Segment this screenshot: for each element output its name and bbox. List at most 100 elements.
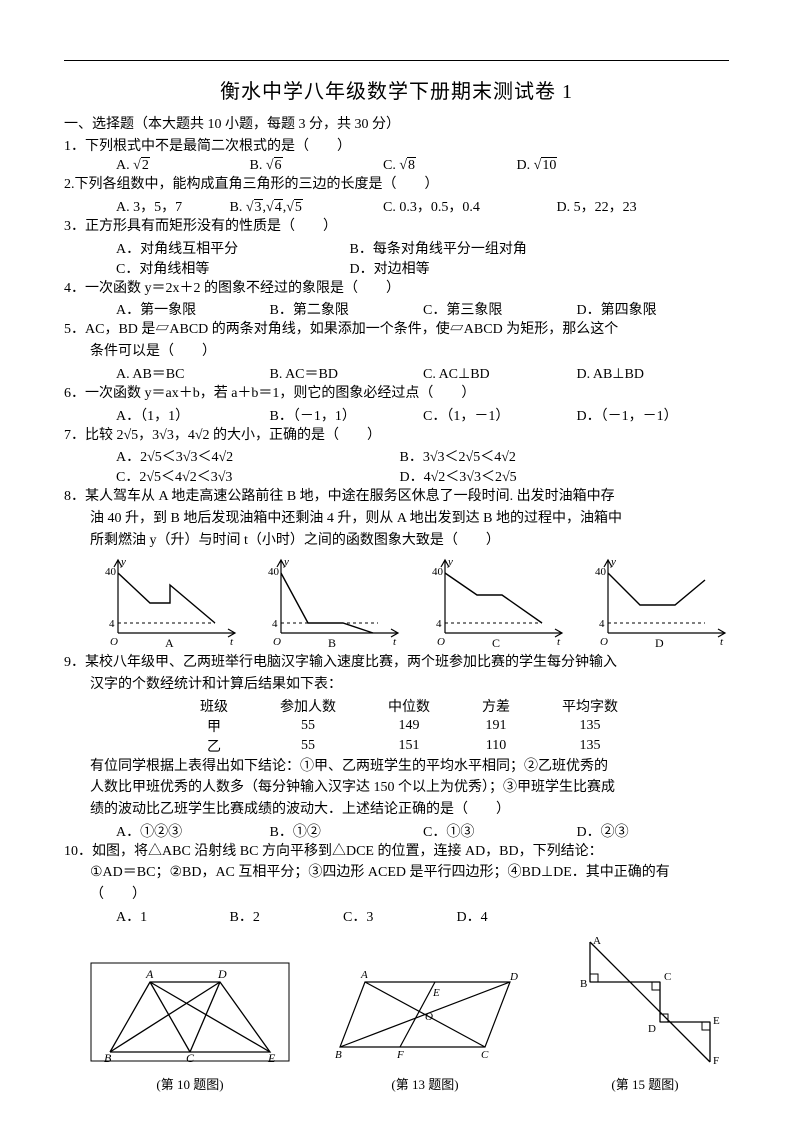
q1-d-label: D. <box>517 158 531 174</box>
q9-l3: 有位同学根据上表得出如下结论：①甲、乙两班学生的平均水平相同；②乙班优秀的 <box>64 756 729 778</box>
q2-d: D. 5，22，23 <box>557 196 637 216</box>
q3-d: D．对边相等 <box>350 258 430 278</box>
svg-text:O: O <box>600 636 608 648</box>
q2-stem: 2.下列各组数中，能构成直角三角形的三边的长度是（ ） <box>64 174 729 196</box>
svg-text:B: B <box>580 978 587 990</box>
q7-stem: 7．比较 2√5，3√3，4√2 的大小，正确的是（ ） <box>64 425 729 447</box>
section-header: 一、选择题（本大题共 10 小题，每题 3 分，共 30 分） <box>64 114 729 136</box>
chart-b-label: B <box>328 636 336 650</box>
chart-b: 40 4 y t O B <box>253 555 403 650</box>
q3-stem: 3．正方形具有而矩形没有的性质是（ ） <box>64 216 729 238</box>
q5-stem2: 条件可以是（ ） <box>64 341 729 363</box>
q1-a-label: A. <box>116 158 130 174</box>
q9-c: C．①③ <box>423 821 573 841</box>
q4-d: D．第四象限 <box>577 299 657 319</box>
q9-d: D．②③ <box>577 821 629 841</box>
svg-text:O: O <box>110 636 118 648</box>
q10-d: D．4 <box>457 906 488 926</box>
svg-text:40: 40 <box>105 566 117 578</box>
q8-charts: 40 4 y t O A 40 4 y t O B <box>90 555 730 650</box>
svg-text:A: A <box>360 969 368 981</box>
q5-options: A. AB＝BC B. AC＝BD C. AC⊥BD D. AB⊥BD <box>64 363 729 383</box>
figure-13: A D B C F E O (第 13 题图) <box>325 962 525 1093</box>
svg-text:O: O <box>425 1011 433 1023</box>
q7-d: D．4√2＜3√3＜2√5 <box>400 466 517 486</box>
q4-c: C．第三象限 <box>423 299 573 319</box>
chart-a: 40 4 y t O A <box>90 555 240 650</box>
q6-d: D．（－1，－1） <box>577 405 678 425</box>
q7-a: A．2√5＜3√3＜4√2 <box>116 446 396 466</box>
sqrt-icon: 5 <box>286 199 303 216</box>
q3-c: C．对角线相等 <box>116 258 346 278</box>
q10-c: C．3 <box>343 906 453 926</box>
chart-a-label: A <box>165 636 174 650</box>
q10-b: B．2 <box>230 906 340 926</box>
q2-c: C. 0.3，0.5，0.4 <box>383 196 553 216</box>
q4-a: A．第一象限 <box>116 299 266 319</box>
q9-b: B．①② <box>270 821 420 841</box>
svg-text:t: t <box>557 636 561 648</box>
svg-text:F: F <box>396 1049 404 1061</box>
q8-l1: 8．某人驾车从 A 地走高速公路前往 B 地，中途在服务区休息了一段时间. 出发… <box>64 486 729 508</box>
q5-b: B. AC＝BD <box>270 363 420 383</box>
figure-15: A B C D E F (第 15 题图) <box>560 932 730 1093</box>
q4-stem: 4．一次函数 y＝2x＋2 的图象不经过的象限是（ ） <box>64 278 729 300</box>
q10-a: A．1 <box>116 906 226 926</box>
q9-a: A．①②③ <box>116 821 266 841</box>
q10-l2: ①AD＝BC；②BD，AC 互相平分；③四边形 ACED 是平行四边形；④BD⊥… <box>64 862 729 884</box>
q5-a: A. AB＝BC <box>116 363 266 383</box>
svg-text:B: B <box>335 1049 342 1061</box>
svg-text:A: A <box>145 967 154 981</box>
q9-l2: 汉字的个数经统计和计算后结果如下表： <box>64 674 729 696</box>
svg-text:y: y <box>120 556 126 568</box>
svg-text:D: D <box>509 971 518 983</box>
q8-l3: 所剩燃油 y（升）与时间 t（小时）之间的函数图象大致是（ ） <box>64 530 729 552</box>
svg-text:y: y <box>447 556 453 568</box>
top-rule <box>64 60 729 61</box>
svg-text:E: E <box>432 987 440 999</box>
q4-options: A．第一象限 B．第二象限 C．第三象限 D．第四象限 <box>64 299 729 319</box>
q2-a: A. 3，5，7 <box>116 196 226 216</box>
q7-b: B．3√3＜2√5＜4√2 <box>400 446 516 466</box>
q2-b: B. 3,4,5 <box>230 199 380 216</box>
svg-text:40: 40 <box>595 566 607 578</box>
q10-l3: （ ） <box>64 884 729 906</box>
q7-options-row1: A．2√5＜3√3＜4√2 B．3√3＜2√5＜4√2 <box>64 446 729 466</box>
svg-text:4: 4 <box>436 618 442 630</box>
q6-options: A．（1，1） B．（－1，1） C．（1，－1） D．（－1，－1） <box>64 405 729 425</box>
table-row: 乙 55 151 110 135 <box>174 736 644 756</box>
q3-b: B．每条对角线平分一组对角 <box>350 238 527 258</box>
q1-options: A. 2 B. 6 C. 8 D. 10 <box>64 157 729 174</box>
sqrt-icon: 8 <box>399 157 416 174</box>
q5-c: C. AC⊥BD <box>423 366 573 383</box>
sqrt-icon: 10 <box>534 157 558 174</box>
svg-text:y: y <box>283 556 289 568</box>
svg-text:E: E <box>713 1015 720 1027</box>
svg-text:D: D <box>648 1023 656 1035</box>
chart-c-label: C <box>492 636 500 650</box>
chart-d: 40 4 y t O D <box>580 555 730 650</box>
q6-a: A．（1，1） <box>116 405 266 425</box>
sqrt-icon: 2 <box>133 157 150 174</box>
q10-options: A．1 B．2 C．3 D．4 <box>64 906 729 926</box>
q7-options-row2: C．2√5＜4√2＜3√3 D．4√2＜3√3＜2√5 <box>64 466 729 486</box>
svg-text:O: O <box>273 636 281 648</box>
q3-a: A．对角线互相平分 <box>116 238 346 258</box>
q6-c: C．（1，－1） <box>423 405 573 425</box>
q3-options-row1: A．对角线互相平分 B．每条对角线平分一组对角 <box>64 238 729 258</box>
chart-d-label: D <box>655 636 664 650</box>
q9-options: A．①②③ B．①② C．①③ D．②③ <box>64 821 729 841</box>
q8-l2: 油 40 升，到 B 地后发现油箱中还剩油 4 升，则从 A 地出发到达 B 地… <box>64 508 729 530</box>
table-row: 甲 55 149 191 135 <box>174 716 644 736</box>
exam-page: 衡水中学八年级数学下册期末测试卷 1 一、选择题（本大题共 10 小题，每题 3… <box>0 0 793 1133</box>
svg-text:O: O <box>437 636 445 648</box>
svg-text:A: A <box>593 935 601 947</box>
svg-text:C: C <box>186 1051 195 1065</box>
q1-c-label: C. <box>383 158 396 174</box>
q5-d: D. AB⊥BD <box>577 366 644 383</box>
q2-options: A. 3，5，7 B. 3,4,5 C. 0.3，0.5，0.4 D. 5，22… <box>64 196 729 216</box>
svg-text:4: 4 <box>272 618 278 630</box>
svg-text:y: y <box>610 556 616 568</box>
q10-l1: 10．如图，将△ABC 沿射线 BC 方向平移到△DCE 的位置，连接 AD，B… <box>64 841 729 863</box>
q9-l5: 绩的波动比乙班学生比赛成绩的波动大．上述结论正确的是（ ） <box>64 799 729 821</box>
